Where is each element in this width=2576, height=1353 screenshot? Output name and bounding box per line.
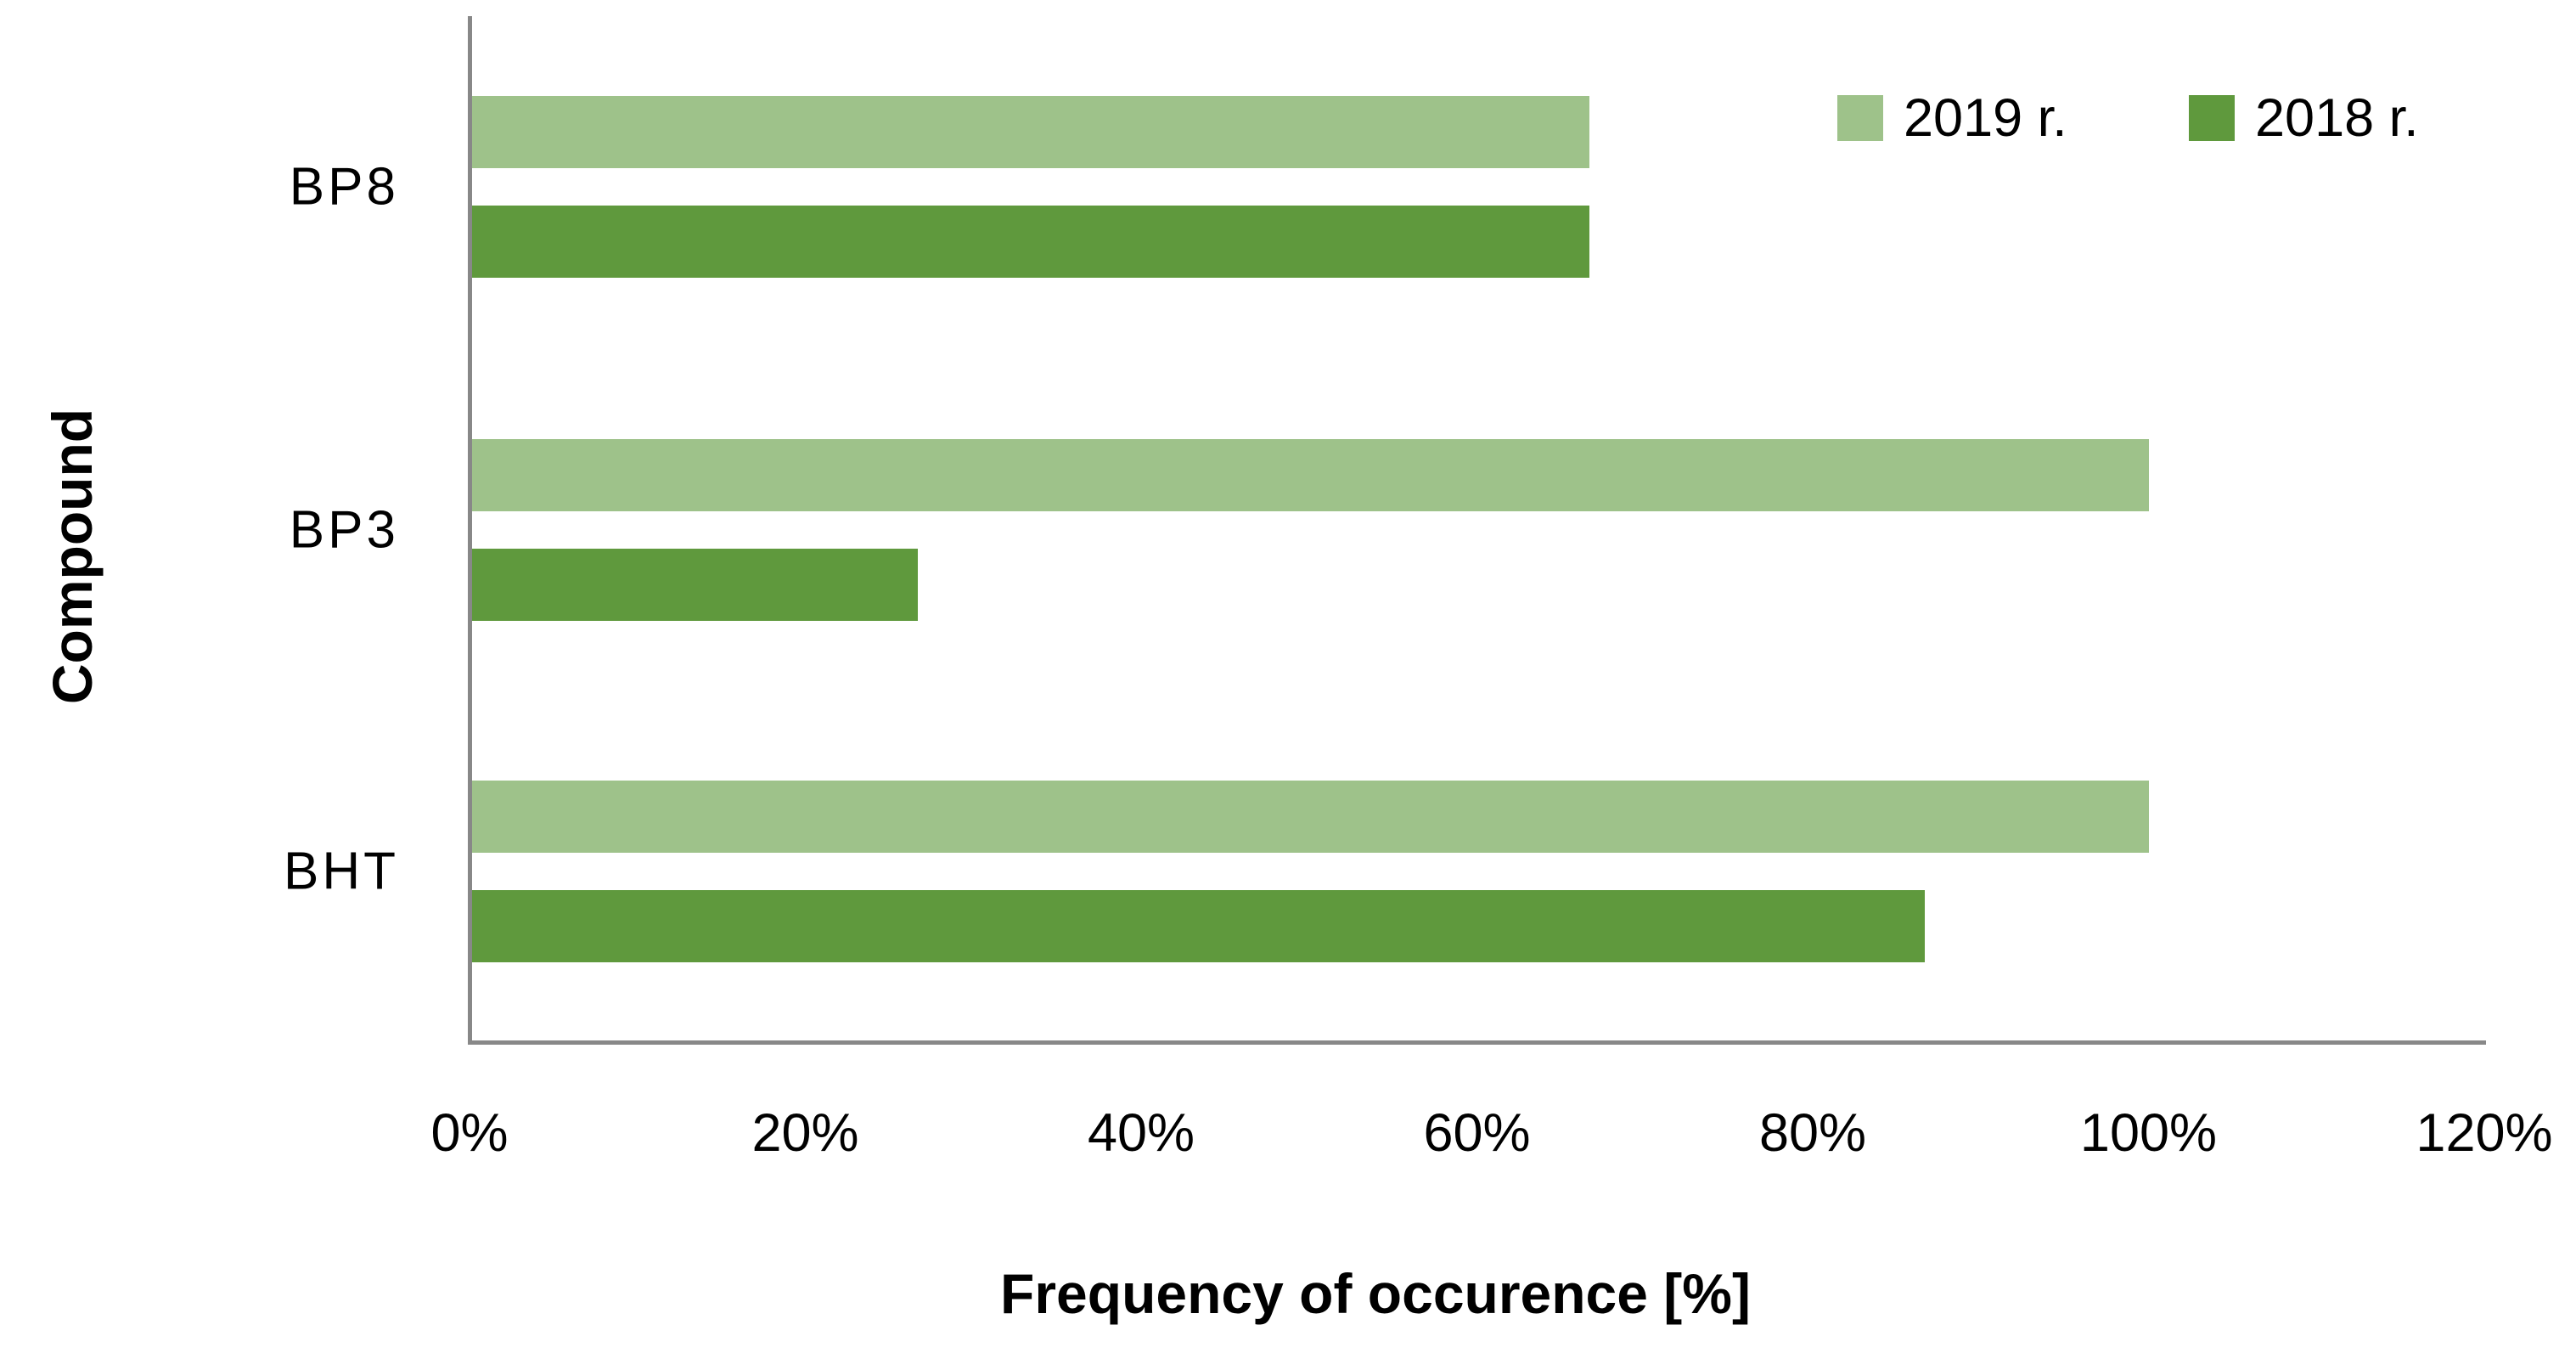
x-tick-label-120: 120% xyxy=(2416,1103,2553,1163)
x-tick-label-40: 40% xyxy=(1087,1103,1195,1163)
bar-bp3-2019 xyxy=(472,439,2149,511)
bar-bp3-2018 xyxy=(472,549,918,621)
bar-bht-2019 xyxy=(472,781,2149,853)
bar-bp8-2019 xyxy=(472,96,1589,168)
legend-label: 2019 r. xyxy=(1904,88,2067,148)
y-category-label-bht: BHT xyxy=(284,842,399,901)
legend-swatch-icon xyxy=(1837,95,1883,141)
x-axis-title: Frequency of occurence [%] xyxy=(1000,1262,1751,1325)
y-category-label-bp8: BP8 xyxy=(289,157,399,217)
y-axis-title: Compound xyxy=(41,408,104,705)
x-tick-label-100: 100% xyxy=(2079,1103,2218,1163)
y-axis-line xyxy=(468,16,472,1045)
x-tick-label-80: 80% xyxy=(1758,1103,1867,1163)
legend-item-2018: 2018 r. xyxy=(2189,87,2419,149)
y-category-label-bp3: BP3 xyxy=(289,500,399,560)
bar-bp8-2018 xyxy=(472,206,1589,278)
x-tick-label-20: 20% xyxy=(751,1103,859,1163)
x-axis-line xyxy=(468,1040,2486,1045)
legend-item-2019: 2019 r. xyxy=(1837,87,2067,149)
bar-bht-2018 xyxy=(472,890,1925,962)
x-tick-label-60: 60% xyxy=(1423,1103,1531,1163)
legend-label: 2018 r. xyxy=(2255,88,2419,148)
x-tick-label-0: 0% xyxy=(430,1103,509,1163)
legend-swatch-icon xyxy=(2189,95,2235,141)
